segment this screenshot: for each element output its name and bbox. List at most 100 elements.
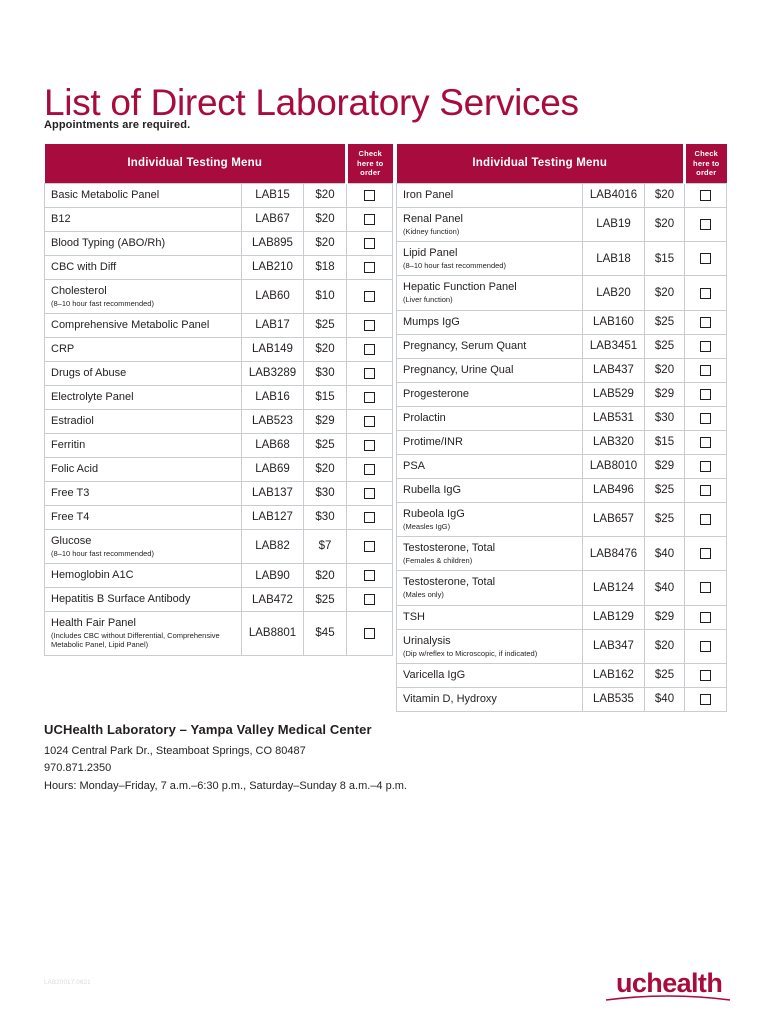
order-checkbox-cell[interactable] <box>684 535 727 572</box>
checkbox-icon[interactable] <box>364 368 375 380</box>
order-checkbox-cell[interactable] <box>346 408 393 434</box>
checkbox-icon[interactable] <box>700 219 711 231</box>
table-row: Testosterone, Total (Males only) LAB124 $40 <box>396 570 727 606</box>
order-checkbox-cell[interactable] <box>346 278 393 315</box>
order-checkbox-cell[interactable] <box>346 611 393 656</box>
order-checkbox-cell[interactable] <box>684 333 727 359</box>
order-checkbox-cell[interactable] <box>684 429 727 455</box>
checkbox-icon[interactable] <box>700 484 711 496</box>
checkbox-icon[interactable] <box>700 611 711 623</box>
table-row: Pregnancy, Urine Qual LAB437 $20 <box>396 357 727 383</box>
order-checkbox-cell[interactable] <box>684 206 727 243</box>
order-checkbox-cell[interactable] <box>346 206 393 232</box>
order-checkbox-cell[interactable] <box>346 528 393 565</box>
order-checkbox-cell[interactable] <box>684 453 727 479</box>
checkbox-icon[interactable] <box>364 570 375 582</box>
checkbox-icon[interactable] <box>700 388 711 400</box>
checkbox-icon[interactable] <box>700 460 711 472</box>
test-price-cell: $15 <box>303 384 347 410</box>
contact-block: UCHealth Laboratory – Yampa Valley Medic… <box>44 722 564 795</box>
order-checkbox-cell[interactable] <box>684 241 727 277</box>
checkbox-icon[interactable] <box>364 189 375 201</box>
checkbox-icon[interactable] <box>364 290 375 302</box>
test-name: Rubeola IgG <box>403 507 465 520</box>
order-checkbox-cell[interactable] <box>684 405 727 431</box>
test-code-cell: LAB437 <box>582 357 645 383</box>
order-checkbox-cell[interactable] <box>684 309 727 335</box>
checkbox-icon[interactable] <box>700 364 711 376</box>
order-checkbox-cell[interactable] <box>684 686 727 712</box>
test-code-cell: LAB16 <box>241 384 304 410</box>
checkbox-icon[interactable] <box>700 548 711 560</box>
order-checkbox-cell[interactable] <box>684 662 727 688</box>
checkbox-icon[interactable] <box>700 513 711 525</box>
order-checkbox-cell[interactable] <box>346 456 393 482</box>
order-checkbox-cell[interactable] <box>346 182 393 208</box>
test-name-cell: Progesterone <box>396 381 583 407</box>
order-checkbox-cell[interactable] <box>684 381 727 407</box>
order-checkbox-cell[interactable] <box>346 432 393 458</box>
checkbox-icon[interactable] <box>700 412 711 424</box>
order-checkbox-cell[interactable] <box>346 480 393 506</box>
checkbox-icon[interactable] <box>700 669 711 681</box>
checkbox-icon[interactable] <box>700 693 711 705</box>
checkbox-icon[interactable] <box>700 436 711 448</box>
order-checkbox-cell[interactable] <box>346 384 393 410</box>
checkbox-icon[interactable] <box>364 391 375 403</box>
checkbox-icon[interactable] <box>700 582 711 594</box>
order-checkbox-cell[interactable] <box>684 275 727 311</box>
order-checkbox-cell[interactable] <box>684 182 727 208</box>
checkbox-icon[interactable] <box>364 320 375 332</box>
test-code-cell: LAB4016 <box>582 182 645 208</box>
test-name: Hepatitis B Surface Antibody <box>51 593 191 606</box>
checkbox-icon[interactable] <box>700 287 711 299</box>
checkbox-icon[interactable] <box>364 261 375 273</box>
checkbox-icon[interactable] <box>700 340 711 352</box>
checkbox-icon[interactable] <box>364 237 375 249</box>
column-header-menu: Individual Testing Menu <box>396 144 686 184</box>
order-checkbox-cell[interactable] <box>684 628 727 664</box>
checkbox-icon[interactable] <box>700 640 711 652</box>
test-name: Electrolyte Panel <box>51 390 134 403</box>
order-checkbox-cell[interactable] <box>346 336 393 362</box>
order-checkbox-cell[interactable] <box>684 357 727 383</box>
checkbox-icon[interactable] <box>364 627 375 639</box>
test-price-cell: $29 <box>303 408 347 434</box>
checkbox-icon[interactable] <box>364 415 375 427</box>
checkbox-icon[interactable] <box>364 213 375 225</box>
order-checkbox-cell[interactable] <box>346 254 393 280</box>
checkbox-icon[interactable] <box>364 594 375 606</box>
test-price-cell: $15 <box>644 429 685 455</box>
test-price-cell: $20 <box>644 628 685 664</box>
test-name-cell: Testosterone, Total (Males only) <box>396 570 583 606</box>
order-checkbox-cell[interactable] <box>346 563 393 589</box>
checkbox-icon[interactable] <box>364 511 375 523</box>
order-checkbox-cell[interactable] <box>346 587 393 612</box>
table-row: CBC with Diff LAB210 $18 <box>44 254 393 280</box>
checkbox-icon[interactable] <box>364 439 375 451</box>
order-checkbox-cell[interactable] <box>346 360 393 386</box>
test-name: Free T3 <box>51 486 90 499</box>
order-checkbox-cell[interactable] <box>346 230 393 256</box>
test-name-cell: Vitamin D, Hydroxy <box>396 686 583 712</box>
test-code-cell: LAB18 <box>582 241 645 277</box>
table-row: Folic Acid LAB69 $20 <box>44 456 393 482</box>
table-row: Estradiol LAB523 $29 <box>44 408 393 434</box>
order-checkbox-cell[interactable] <box>346 504 393 530</box>
order-checkbox-cell[interactable] <box>684 501 727 537</box>
checkbox-icon[interactable] <box>364 344 375 356</box>
checkbox-icon[interactable] <box>700 316 711 328</box>
order-checkbox-cell[interactable] <box>684 477 727 503</box>
order-checkbox-cell[interactable] <box>346 313 393 338</box>
checkbox-icon[interactable] <box>364 540 375 552</box>
checkbox-icon[interactable] <box>700 189 711 201</box>
checkbox-icon[interactable] <box>700 253 711 265</box>
page-title: List of Direct Laboratory Services <box>44 81 579 123</box>
checkbox-icon[interactable] <box>364 463 375 475</box>
checkbox-icon[interactable] <box>364 487 375 499</box>
order-checkbox-cell[interactable] <box>684 570 727 606</box>
order-checkbox-cell[interactable] <box>684 604 727 630</box>
test-price-cell: $20 <box>644 206 685 243</box>
test-name-cell: Rubella IgG <box>396 477 583 503</box>
test-name: CRP <box>51 342 75 355</box>
